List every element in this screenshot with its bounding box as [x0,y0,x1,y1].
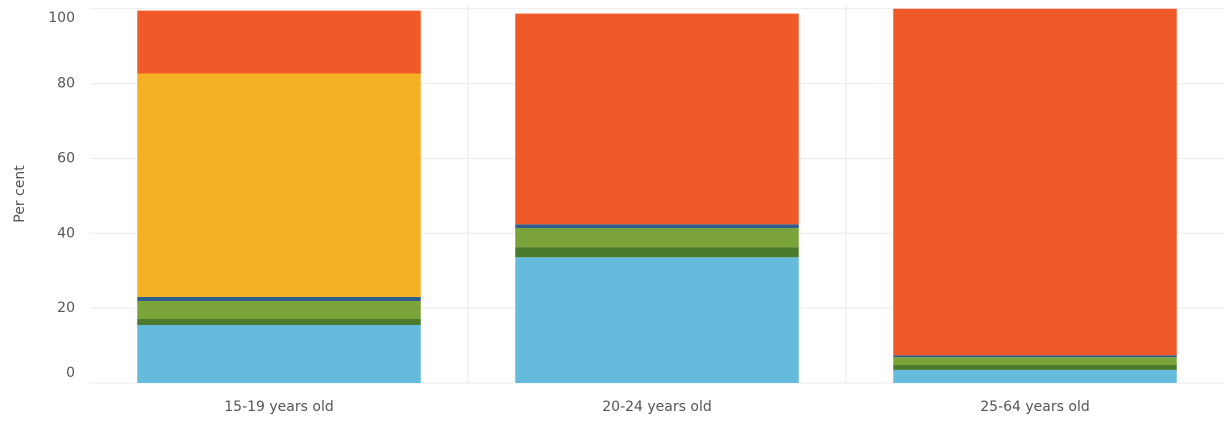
y-tick-label: 20 [57,300,75,316]
bar-segment [137,319,421,325]
y-tick-label: 0 [66,365,75,381]
bar-segment [137,296,421,302]
y-tick-label: 100 [48,10,75,26]
bar-segment [515,257,799,383]
bar-segment [137,324,421,383]
y-tick-label: 40 [57,225,75,241]
bar-segment [137,10,421,74]
y-tick-label: 60 [57,150,75,166]
bar-segment [893,355,1177,358]
x-tick-label: 20-24 years old [602,399,711,415]
bar-segment [893,365,1177,370]
bar-segment [137,73,421,297]
bar-segment [893,8,1177,356]
y-tick-label: 80 [57,76,75,92]
bar-segment [893,357,1177,366]
x-tick-label: 15-19 years old [224,399,333,415]
bar-segment [515,13,799,225]
y-axis-label: Per cent [12,165,28,223]
x-tick-label: 25-64 years old [980,399,1089,415]
bar-segment [137,301,421,320]
bar-segment [893,369,1177,383]
bar-segment [515,247,799,258]
bar-segment [515,228,799,248]
bar-segment [515,224,799,229]
